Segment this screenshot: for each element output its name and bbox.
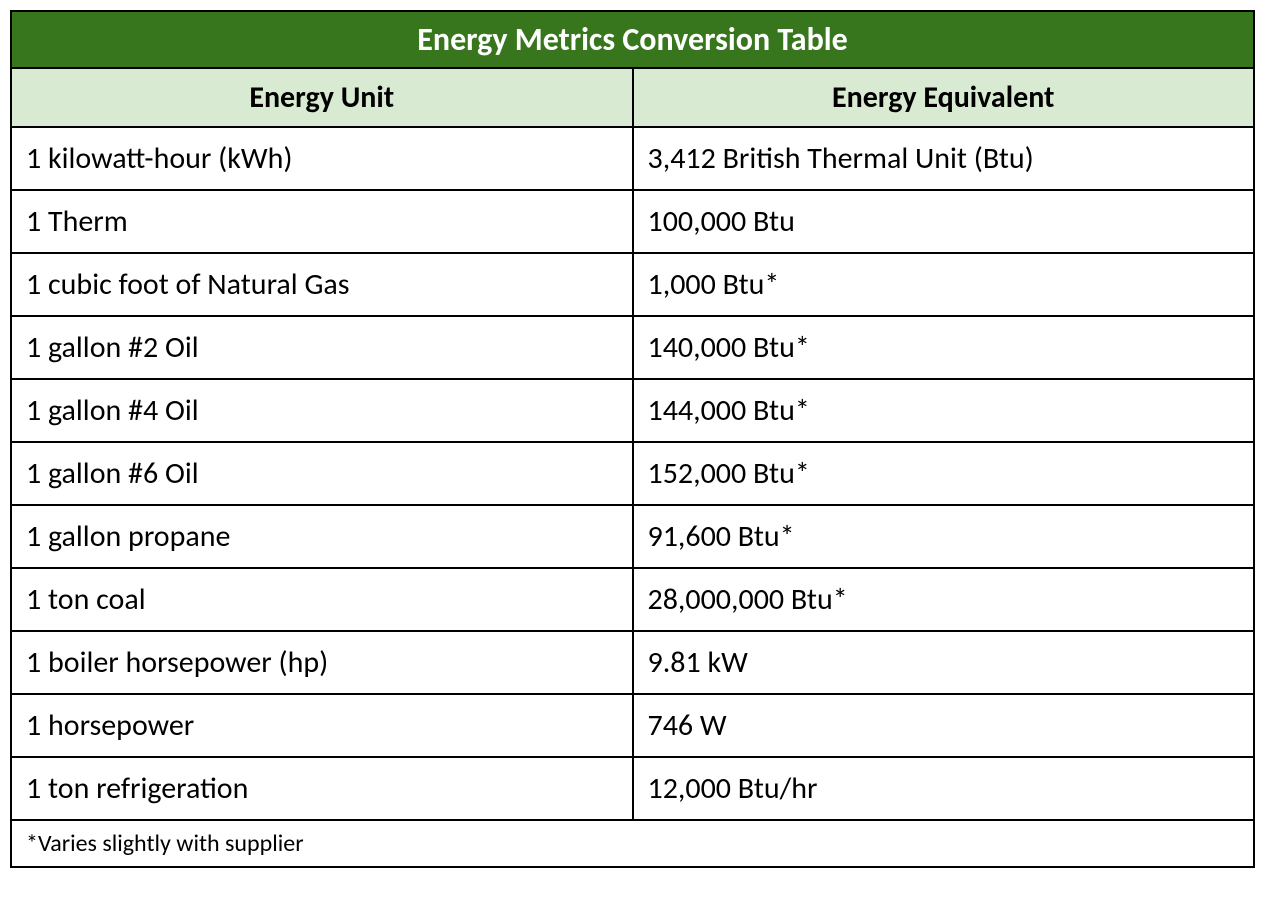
table-row: 1 ton coal 28,000,000 Btu* (11, 568, 1254, 631)
table-footnote-row: *Varies slightly with supplier (11, 820, 1254, 867)
table-row: 1 Therm 100,000 Btu (11, 190, 1254, 253)
energy-unit-cell: 1 gallon #2 Oil (11, 316, 633, 379)
energy-equivalent-cell: 9.81 kW (633, 631, 1255, 694)
energy-unit-cell: 1 ton refrigeration (11, 757, 633, 820)
conversion-table: Energy Metrics Conversion Table Energy U… (10, 10, 1255, 868)
table-row: 1 horsepower 746 W (11, 694, 1254, 757)
energy-equivalent-cell: 140,000 Btu* (633, 316, 1255, 379)
energy-unit-cell: 1 gallon propane (11, 505, 633, 568)
energy-equivalent-cell: 1,000 Btu* (633, 253, 1255, 316)
energy-equivalent-cell: 91,600 Btu* (633, 505, 1255, 568)
energy-equivalent-cell: 100,000 Btu (633, 190, 1255, 253)
energy-equivalent-cell: 152,000 Btu* (633, 442, 1255, 505)
conversion-table-container: Energy Metrics Conversion Table Energy U… (10, 10, 1255, 868)
energy-unit-cell: 1 ton coal (11, 568, 633, 631)
table-row: 1 ton refrigeration 12,000 Btu/hr (11, 757, 1254, 820)
table-title-row: Energy Metrics Conversion Table (11, 11, 1254, 68)
table-row: 1 kilowatt-hour (kWh) 3,412 British Ther… (11, 127, 1254, 190)
energy-unit-cell: 1 cubic foot of Natural Gas (11, 253, 633, 316)
energy-unit-cell: 1 boiler horsepower (hp) (11, 631, 633, 694)
energy-unit-cell: 1 kilowatt-hour (kWh) (11, 127, 633, 190)
table-row: 1 gallon #6 Oil 152,000 Btu* (11, 442, 1254, 505)
table-row: 1 gallon #4 Oil 144,000 Btu* (11, 379, 1254, 442)
table-row: 1 gallon propane 91,600 Btu* (11, 505, 1254, 568)
table-header-row: Energy Unit Energy Equivalent (11, 68, 1254, 127)
energy-equivalent-cell: 144,000 Btu* (633, 379, 1255, 442)
table-row: 1 boiler horsepower (hp) 9.81 kW (11, 631, 1254, 694)
column-header-unit: Energy Unit (11, 68, 633, 127)
energy-unit-cell: 1 Therm (11, 190, 633, 253)
energy-equivalent-cell: 28,000,000 Btu* (633, 568, 1255, 631)
energy-equivalent-cell: 3,412 British Thermal Unit (Btu) (633, 127, 1255, 190)
table-row: 1 gallon #2 Oil 140,000 Btu* (11, 316, 1254, 379)
energy-unit-cell: 1 horsepower (11, 694, 633, 757)
table-footnote: *Varies slightly with supplier (11, 820, 1254, 867)
table-row: 1 cubic foot of Natural Gas 1,000 Btu* (11, 253, 1254, 316)
energy-unit-cell: 1 gallon #6 Oil (11, 442, 633, 505)
energy-equivalent-cell: 746 W (633, 694, 1255, 757)
energy-equivalent-cell: 12,000 Btu/hr (633, 757, 1255, 820)
table-title: Energy Metrics Conversion Table (11, 11, 1254, 68)
energy-unit-cell: 1 gallon #4 Oil (11, 379, 633, 442)
column-header-equivalent: Energy Equivalent (633, 68, 1255, 127)
